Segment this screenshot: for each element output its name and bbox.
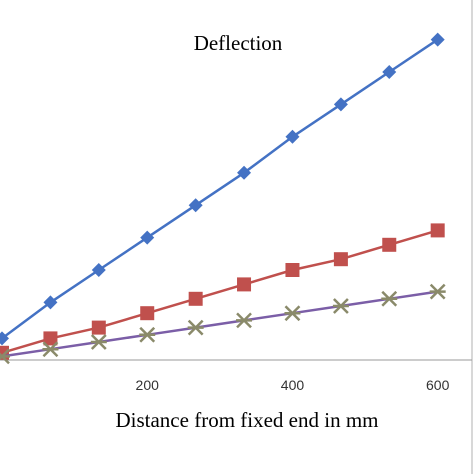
series-2-line bbox=[1, 229, 439, 354]
x-tick-label: 400 bbox=[281, 377, 305, 393]
series-2-point bbox=[382, 237, 397, 252]
series-1-point bbox=[285, 129, 300, 144]
series-3-point bbox=[284, 305, 301, 322]
series-2-point bbox=[43, 331, 58, 346]
series-3-point bbox=[90, 334, 107, 350]
x-tick-label: 600 bbox=[426, 377, 450, 393]
series-1-line bbox=[1, 38, 439, 340]
series-3-line bbox=[1, 290, 438, 358]
series-3-point bbox=[42, 341, 59, 358]
series-1-point bbox=[237, 165, 252, 180]
series-3-point bbox=[429, 283, 446, 300]
series-3-point bbox=[236, 312, 253, 329]
series-3-point bbox=[332, 298, 349, 314]
series-1-point bbox=[333, 97, 348, 112]
series-1-point bbox=[0, 331, 9, 346]
series-2-point bbox=[285, 263, 300, 277]
series-2-point bbox=[188, 291, 203, 306]
series-2-point bbox=[91, 320, 106, 335]
series-3-point bbox=[139, 326, 156, 343]
series-1-point bbox=[188, 198, 203, 213]
series-2-point bbox=[333, 252, 348, 267]
series-3-point bbox=[0, 348, 10, 365]
series-1-point bbox=[382, 65, 397, 79]
series-1-point bbox=[91, 263, 106, 277]
series-2-point bbox=[430, 223, 445, 238]
series-1-point bbox=[140, 230, 155, 245]
series-group bbox=[0, 32, 446, 365]
series-1-point bbox=[43, 295, 58, 310]
series-3-point bbox=[187, 319, 204, 336]
series-1-point bbox=[430, 32, 445, 47]
series-3-point bbox=[381, 290, 398, 307]
series-2-point bbox=[140, 306, 155, 321]
x-tick-labels: 200 400 600 bbox=[136, 377, 450, 393]
chart-title: Deflection bbox=[194, 31, 283, 55]
x-tick-label: 200 bbox=[136, 377, 160, 393]
x-axis-label: Distance from fixed end in mm bbox=[115, 408, 378, 432]
series-2-point bbox=[237, 277, 252, 292]
